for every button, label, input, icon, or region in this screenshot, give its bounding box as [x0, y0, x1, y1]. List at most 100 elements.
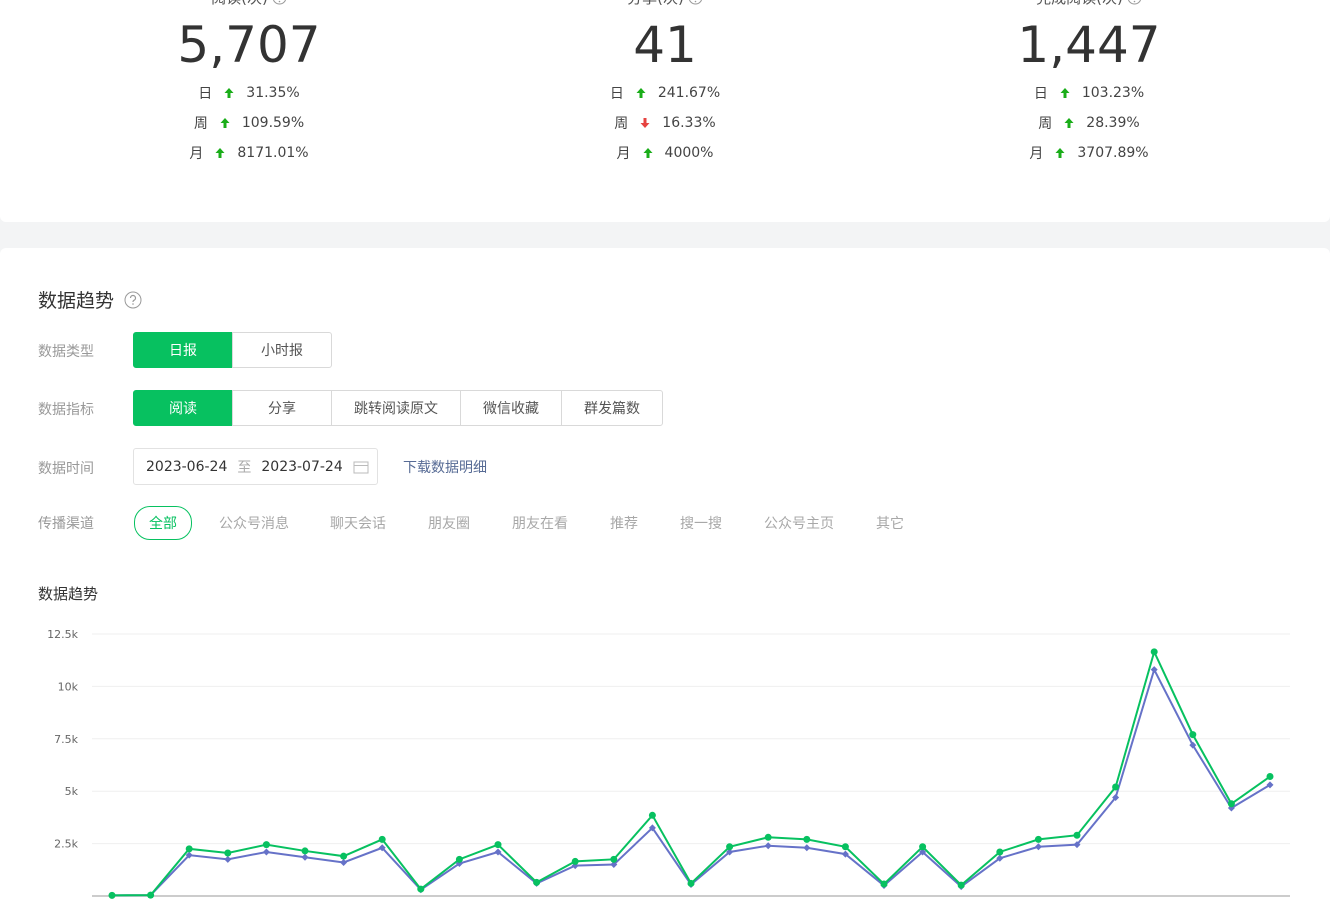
point	[1112, 783, 1120, 791]
series-line	[111, 666, 1271, 897]
filter-label: 数据指标	[38, 402, 94, 418]
filter-button[interactable]: 日报	[133, 332, 233, 368]
help-dot	[278, 0, 281, 3]
change-row: 月 8171.01%	[89, 143, 409, 163]
filter-button[interactable]: 跳转阅读原文	[331, 390, 461, 426]
change-arrow	[224, 88, 234, 98]
help-dot	[694, 0, 697, 3]
point	[919, 848, 927, 856]
point	[764, 842, 772, 850]
stat-label-text: 分享(次)	[627, 0, 684, 8]
point	[610, 861, 618, 869]
date-start: 2023-06-24	[146, 458, 228, 475]
point	[301, 847, 309, 855]
channel-option[interactable]: 朋友在看	[512, 516, 568, 532]
download-link[interactable]: 下载数据明细	[403, 460, 487, 476]
help-icon	[272, 0, 286, 5]
arrow-up	[636, 88, 646, 98]
series-line	[111, 648, 1271, 897]
arrow-up	[215, 148, 225, 158]
channel-option[interactable]: 聊天会话	[330, 516, 386, 532]
point	[571, 857, 579, 865]
point	[147, 891, 155, 899]
point	[687, 879, 695, 887]
date-end: 2023-07-24	[261, 458, 343, 475]
change-arrow	[215, 148, 225, 158]
calendar-icon	[353, 461, 369, 473]
stat-value: 5,707	[177, 16, 321, 74]
help-icon	[124, 291, 142, 308]
change-value: 241.67%	[657, 85, 721, 101]
stat-label: 完成阅读(次)	[929, 0, 1249, 8]
filter-label: 数据时间	[38, 461, 94, 477]
point	[301, 853, 309, 861]
stat-label: 分享(次)	[505, 0, 825, 8]
filter-button[interactable]: 微信收藏	[460, 390, 562, 426]
channel-option[interactable]: 公众号主页	[764, 516, 834, 532]
arrow-down	[640, 118, 650, 128]
point	[919, 843, 927, 851]
point	[957, 881, 965, 889]
point	[996, 854, 1004, 862]
stat-value: 1,447	[1017, 16, 1161, 74]
point	[880, 880, 888, 888]
arrow-up	[220, 118, 230, 128]
calendar-frame	[353, 461, 369, 473]
point	[1266, 773, 1274, 781]
help-dot	[1133, 0, 1136, 3]
filter-button[interactable]: 群发篇数	[561, 390, 663, 426]
point	[1266, 781, 1274, 789]
point	[803, 844, 811, 852]
change-arrow	[640, 118, 650, 128]
filter-button[interactable]: 阅读	[133, 390, 233, 426]
stat-label-text: 阅读(次)	[211, 0, 268, 8]
change-arrow	[1064, 118, 1074, 128]
point	[1073, 841, 1081, 849]
point	[455, 855, 463, 863]
change-arrow	[1055, 148, 1065, 158]
point	[417, 885, 425, 893]
arrow-up	[224, 88, 234, 98]
change-row: 日 241.67%	[505, 83, 825, 103]
change-value: 8171.01%	[237, 145, 309, 161]
point	[378, 844, 386, 852]
filter-button[interactable]: 小时报	[232, 332, 332, 368]
stat-block: 分享(次) 41 日 241.67% 周 16.33% 月 4000%	[505, 0, 825, 170]
change-arrow	[643, 148, 653, 158]
filter-button[interactable]: 分享	[232, 390, 332, 426]
point	[841, 843, 849, 851]
point	[1227, 800, 1235, 808]
point	[224, 849, 232, 857]
point	[185, 851, 193, 859]
change-value: 103.23%	[1081, 85, 1145, 101]
point	[726, 848, 734, 856]
channel-option[interactable]: 其它	[876, 516, 904, 532]
channel-option[interactable]: 朋友圈	[428, 516, 470, 532]
point	[262, 841, 270, 849]
date-picker[interactable]: 2023-06-24 至 2023-07-24	[133, 448, 378, 485]
point	[340, 852, 348, 860]
point	[1034, 835, 1042, 843]
point	[494, 848, 502, 856]
channel-option[interactable]: 公众号消息	[219, 516, 289, 532]
help-circle	[124, 291, 142, 308]
channel-option[interactable]: 推荐	[610, 516, 638, 532]
point	[224, 855, 232, 863]
help-dot	[132, 302, 134, 305]
point	[108, 891, 116, 899]
change-period: 日	[1033, 86, 1048, 102]
filter-label: 数据类型	[38, 344, 94, 360]
arrow-up	[1055, 148, 1065, 158]
y-tick-label: 10k	[58, 680, 79, 693]
channel-option[interactable]: 搜一搜	[680, 516, 722, 532]
point	[648, 811, 656, 819]
arrow-up	[1064, 118, 1074, 128]
change-value: 31.35%	[246, 85, 300, 101]
stats-card	[0, 0, 1330, 222]
change-period: 日	[198, 86, 213, 102]
channel-option[interactable]: 全部	[134, 506, 192, 540]
change-row: 月 4000%	[505, 143, 825, 163]
point	[764, 833, 772, 841]
point	[1150, 648, 1158, 656]
